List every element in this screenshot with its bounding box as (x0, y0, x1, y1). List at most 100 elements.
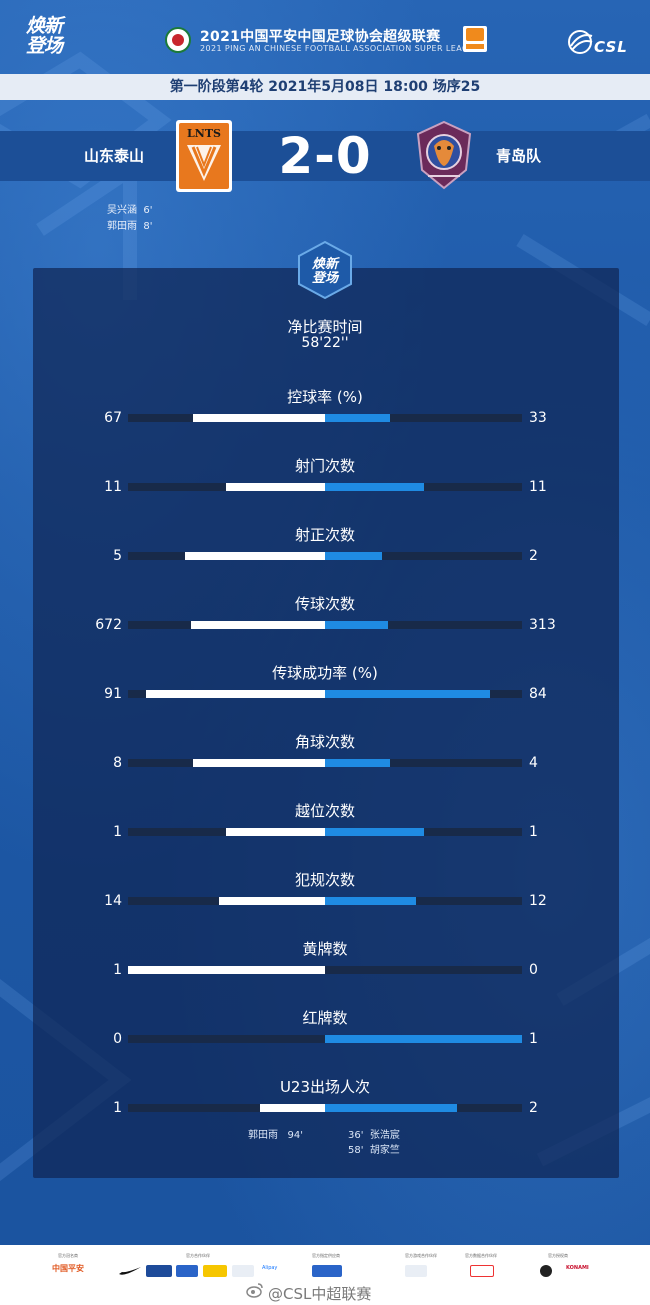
goal-entry: 吴兴涵 6' (107, 205, 153, 216)
u23-away-players: 36' 张浩宸 58' 胡家竺 (348, 1128, 400, 1158)
stat-home-value: 672 (95, 617, 122, 633)
home-team-name: 山东泰山 (84, 147, 145, 165)
sponsor-group-label: 官方游戏合作伙伴 (405, 1253, 437, 1258)
stat-label: 传球成功率 (%) (272, 664, 378, 682)
stat-row: 控球率 (%) 67 33 (0, 386, 650, 446)
stat-row: 射门次数 11 11 (0, 455, 650, 515)
sponsor-saic-logo (146, 1265, 172, 1277)
stat-home-value: 5 (113, 548, 122, 564)
sponsor-group-label: 官方授权商 (548, 1253, 568, 1258)
ping-an-badge-icon (463, 26, 487, 52)
u23-entry: 郭田雨 94' (248, 1130, 304, 1141)
stat-label: 角球次数 (294, 733, 355, 751)
stat-bar-track (128, 966, 522, 974)
sponsor-ping-an-logo: 中国平安 (52, 1264, 84, 1273)
cfa-emblem-icon (165, 27, 191, 53)
stat-bar-away (325, 759, 390, 767)
sponsor-group-label: 官方冠名商 (58, 1253, 78, 1258)
stat-away-value: 84 (529, 686, 547, 702)
sponsor-group-label: 官方合作伙伴 (186, 1253, 210, 1258)
stat-bar-away (325, 621, 388, 629)
stat-row: 传球次数 672 313 (0, 593, 650, 653)
stat-bar-away (325, 1104, 457, 1112)
stat-home-value: 1 (113, 824, 122, 840)
stat-label: 黄牌数 (302, 940, 348, 958)
stat-bar-home (193, 414, 325, 422)
stat-row: 越位次数 1 1 (0, 800, 650, 860)
csl-logo: CSL (566, 28, 632, 58)
away-team-crest-icon (416, 120, 472, 190)
sponsor-logo (405, 1265, 427, 1277)
stat-bar-home (128, 966, 325, 974)
stat-away-value: 313 (529, 617, 556, 633)
league-subtitle: 2021 PING AN CHINESE FOOTBALL ASSOCIATIO… (200, 44, 481, 53)
brand-line-2: 登场 (26, 35, 63, 57)
stat-bar-home (219, 897, 325, 905)
stat-bar-home (191, 621, 325, 629)
stat-away-value: 11 (529, 479, 547, 495)
stat-home-value: 11 (104, 479, 122, 495)
brand-line-1: 焕新 (26, 15, 63, 37)
u23-entry: 36' 张浩宸 (348, 1130, 400, 1141)
stat-label: 射正次数 (294, 526, 355, 544)
stat-bar-away (325, 552, 382, 560)
u23-home-players: 郭田雨 94' (248, 1128, 303, 1143)
stat-away-value: 33 (529, 410, 547, 426)
sponsor-logo (176, 1265, 198, 1277)
stat-bar-home (260, 1104, 325, 1112)
panel-badge-icon (298, 240, 352, 300)
sponsor-footer: 官方冠名商 官方合作伙伴 官方指定供应商 官方游戏合作伙伴 官方数据合作伙伴 官… (0, 1245, 650, 1305)
ea-sports-icon (540, 1265, 552, 1277)
sponsor-group-label: 官方数据合作伙伴 (465, 1253, 497, 1258)
sponsor-alipay-logo: Alipay (262, 1265, 284, 1277)
stat-away-value: 12 (529, 893, 547, 909)
stat-away-value: 1 (529, 824, 538, 840)
stat-home-value: 14 (104, 893, 122, 909)
home-goal-scorers: 吴兴涵 6' 郭田雨 8' (107, 203, 152, 235)
stat-bar-away (325, 897, 416, 905)
stat-bar-home (146, 690, 325, 698)
stat-home-value: 67 (104, 410, 122, 426)
stat-label: 越位次数 (294, 802, 355, 820)
final-score: 2-0 (278, 127, 372, 185)
stat-bar-away (325, 414, 390, 422)
brand-logo: 焕新 登场 (26, 16, 86, 60)
match-time-label: 净比赛时间 (287, 318, 363, 336)
stat-away-value: 4 (529, 755, 538, 771)
stat-bar-away (325, 1035, 522, 1043)
header: 焕新 登场 2021中国平安中国足球协会超级联赛 2021 PING AN CH… (0, 0, 650, 72)
sponsor-logo (312, 1265, 342, 1277)
stat-home-value: 1 (113, 962, 122, 978)
match-info-bar: 第一阶段第4轮 2021年5月08日 18:00 场序25 (0, 74, 650, 100)
stat-away-value: 2 (529, 1100, 538, 1116)
score-row: 山东泰山 2-0 青岛队 (0, 131, 650, 181)
sponsor-konami-logo: KONAMI (566, 1265, 589, 1271)
stat-bar-home (193, 759, 325, 767)
stat-row: U23出场人次 1 2 (0, 1076, 650, 1136)
stat-home-value: 91 (104, 686, 122, 702)
stat-home-value: 8 (113, 755, 122, 771)
weibo-watermark: @CSL中超联赛 (268, 1285, 372, 1303)
stat-row: 传球成功率 (%) 91 84 (0, 662, 650, 722)
league-title: 2021中国平安中国足球协会超级联赛 (200, 29, 441, 45)
stat-bar-away (325, 483, 424, 491)
stat-home-value: 1 (113, 1100, 122, 1116)
stat-row: 角球次数 8 4 (0, 731, 650, 791)
stat-label: 传球次数 (294, 595, 355, 613)
stat-bar-away (325, 690, 490, 698)
csl-logo-text: CSL (594, 38, 628, 56)
stat-label: U23出场人次 (279, 1078, 371, 1096)
away-team-name: 青岛队 (496, 147, 542, 165)
stat-row: 犯规次数 14 12 (0, 869, 650, 929)
nike-swoosh-icon (119, 1267, 141, 1275)
stat-row: 红牌数 0 1 (0, 1007, 650, 1067)
stat-bar-home (185, 552, 325, 560)
u23-entry: 58' 胡家竺 (348, 1145, 400, 1156)
csl-swoosh-icon (568, 30, 593, 54)
stat-home-value: 0 (113, 1031, 122, 1047)
match-time-value: 58'22'' (301, 335, 349, 351)
stat-row: 黄牌数 1 0 (0, 938, 650, 998)
stat-bar-away (325, 828, 424, 836)
sponsor-logo (232, 1265, 254, 1277)
stat-label: 犯规次数 (294, 871, 355, 889)
